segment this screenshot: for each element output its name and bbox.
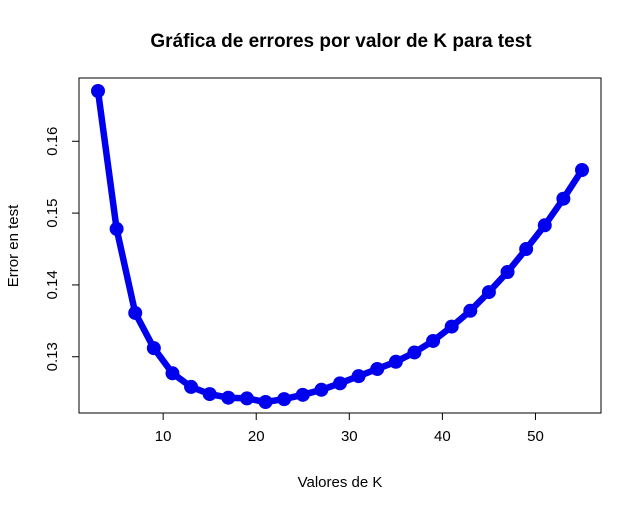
data-point [277,392,292,407]
data-point [295,387,310,402]
data-point [426,333,441,348]
x-tick-label: 50 [527,428,544,445]
data-point [444,319,459,334]
data-point [556,191,571,206]
data-point [500,264,515,279]
y-tick-label: 0.15 [44,199,61,228]
data-point [575,163,589,178]
data-point [407,345,422,360]
data-point [109,221,124,236]
x-tick-label: 30 [341,428,358,445]
data-point [221,390,236,405]
chart-title: Gráfica de errores por valor de K para t… [150,31,532,52]
data-point [388,354,403,369]
data-point [351,369,366,384]
data-point [333,376,347,391]
x-tick-label: 40 [434,428,451,445]
x-tick-label: 20 [248,428,265,445]
series-line [94,87,586,406]
data-point [463,303,478,318]
data-point [165,366,180,381]
x-tick-label: 10 [155,428,172,445]
data-point [128,305,143,320]
data-point [519,242,534,257]
data-point [202,387,217,402]
x-axis: 10 20 30 40 50 [155,412,544,445]
data-point [481,285,496,300]
y-tick-label: 0.14 [44,270,61,299]
data-point [146,341,161,356]
y-tick-label: 0.13 [44,342,61,371]
error-series [91,84,589,409]
data-point [537,218,552,233]
data-point [370,361,385,376]
data-point [314,382,329,397]
data-point [258,395,273,409]
data-point [184,379,199,394]
y-axis-label: Error en test [5,204,22,287]
data-point [91,84,105,98]
x-axis-label: Valores de K [298,474,383,491]
y-tick-label: 0.16 [44,127,61,156]
y-axis: 0.13 0.14 0.15 0.16 [44,127,80,371]
data-point [239,391,254,406]
